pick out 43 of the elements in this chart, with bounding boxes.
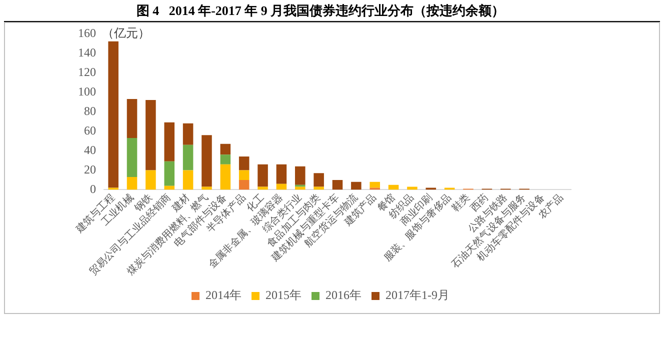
bar — [164, 186, 175, 190]
legend-label: 2016年 — [326, 288, 362, 302]
bar — [388, 184, 399, 190]
bar — [258, 164, 268, 187]
bar — [126, 138, 138, 178]
bar — [220, 144, 231, 155]
bar — [220, 154, 231, 164]
y-tick-label: 80 — [84, 104, 96, 118]
bar — [314, 173, 324, 187]
bar — [370, 182, 380, 188]
legend-label: 2017年1-9月 — [386, 288, 450, 302]
bar — [164, 122, 175, 162]
bar — [295, 166, 306, 185]
bar — [182, 123, 194, 145]
bar — [182, 144, 194, 170]
bar — [182, 170, 194, 190]
bar — [332, 180, 343, 190]
y-tick-label: 60 — [84, 123, 96, 138]
bar — [276, 184, 287, 190]
bar — [146, 100, 156, 170]
bar — [164, 161, 175, 186]
y-tick-label: 100 — [78, 84, 96, 98]
bar — [146, 170, 156, 190]
bar — [238, 156, 250, 170]
y-tick-label: 140 — [78, 45, 96, 60]
y-tick-label: 120 — [78, 64, 96, 79]
legend-label: 2015年 — [266, 288, 302, 302]
bar — [126, 177, 138, 190]
bar — [276, 164, 287, 184]
y-tick-label: 20 — [84, 162, 96, 176]
bar — [126, 98, 138, 138]
y-tick-label: 40 — [84, 142, 96, 157]
bar — [238, 170, 250, 180]
bar — [108, 41, 118, 188]
bar — [202, 135, 212, 187]
bar — [351, 182, 362, 190]
y-tick-label: 0 — [90, 182, 96, 196]
y-tick-label: 160 — [78, 26, 96, 40]
chart-title: 图 4 2014 年-2017 年 9 月我国债券违约行业分布（按违约余额） — [136, 3, 505, 18]
legend-label: 2014年 — [206, 288, 242, 302]
bar — [238, 180, 250, 190]
y-axis-title: （亿元） — [102, 26, 150, 40]
bar — [220, 164, 231, 190]
